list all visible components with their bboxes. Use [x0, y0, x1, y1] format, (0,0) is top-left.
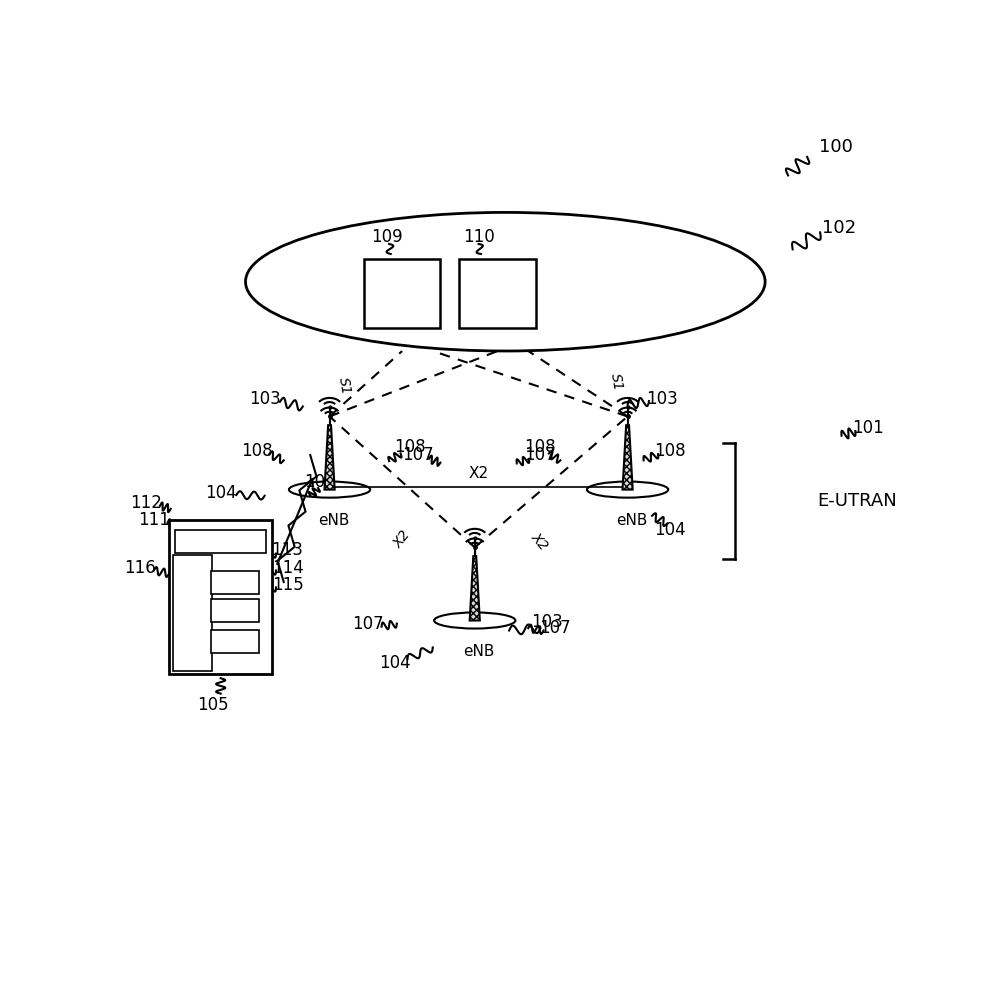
- Text: 107: 107: [524, 446, 555, 464]
- FancyBboxPatch shape: [364, 259, 441, 328]
- FancyBboxPatch shape: [459, 259, 536, 328]
- FancyBboxPatch shape: [211, 571, 258, 594]
- Text: 111: 111: [138, 511, 170, 529]
- Text: X2: X2: [528, 530, 551, 553]
- Text: AP: AP: [228, 604, 243, 617]
- Polygon shape: [622, 425, 633, 490]
- Text: 103: 103: [531, 613, 563, 631]
- FancyBboxPatch shape: [176, 530, 266, 553]
- Text: eNB: eNB: [317, 513, 349, 528]
- Text: MME: MME: [383, 284, 422, 302]
- Text: 103: 103: [646, 390, 677, 408]
- FancyBboxPatch shape: [211, 630, 258, 653]
- FancyBboxPatch shape: [170, 520, 272, 674]
- Text: eNB: eNB: [462, 644, 494, 659]
- Text: 107: 107: [539, 619, 571, 637]
- Text: 108: 108: [394, 438, 426, 456]
- Text: 107: 107: [352, 615, 384, 633]
- Text: X2: X2: [391, 528, 413, 551]
- Text: 107: 107: [402, 446, 434, 464]
- FancyBboxPatch shape: [211, 599, 258, 622]
- Text: S-GW: S-GW: [474, 284, 521, 302]
- FancyBboxPatch shape: [173, 555, 212, 671]
- Polygon shape: [324, 425, 334, 490]
- Text: 105: 105: [197, 696, 229, 714]
- Text: S1: S1: [607, 372, 624, 392]
- Text: 109: 109: [371, 228, 402, 246]
- Text: S1: S1: [336, 376, 353, 396]
- Text: 104: 104: [379, 654, 410, 672]
- Text: 108: 108: [242, 442, 273, 460]
- Text: SIM: SIM: [225, 576, 246, 589]
- Text: E-UTRAN: E-UTRAN: [817, 492, 896, 510]
- Text: 100: 100: [818, 138, 853, 156]
- Polygon shape: [469, 556, 480, 620]
- Text: 106: 106: [305, 473, 336, 491]
- Text: 103: 103: [248, 390, 280, 408]
- Text: 114: 114: [272, 559, 304, 577]
- Text: 115: 115: [272, 576, 304, 594]
- Text: 112: 112: [130, 494, 162, 512]
- Text: 108: 108: [524, 438, 555, 456]
- Text: 102: 102: [822, 219, 857, 237]
- Text: 104: 104: [654, 521, 685, 539]
- Text: 110: 110: [462, 228, 494, 246]
- Text: 104: 104: [205, 484, 237, 502]
- Text: 113: 113: [271, 541, 304, 559]
- Text: 108: 108: [654, 442, 685, 460]
- Text: X2: X2: [468, 466, 489, 481]
- Text: eNB: eNB: [615, 513, 647, 528]
- Text: 101: 101: [853, 419, 884, 437]
- Text: 116: 116: [124, 559, 156, 577]
